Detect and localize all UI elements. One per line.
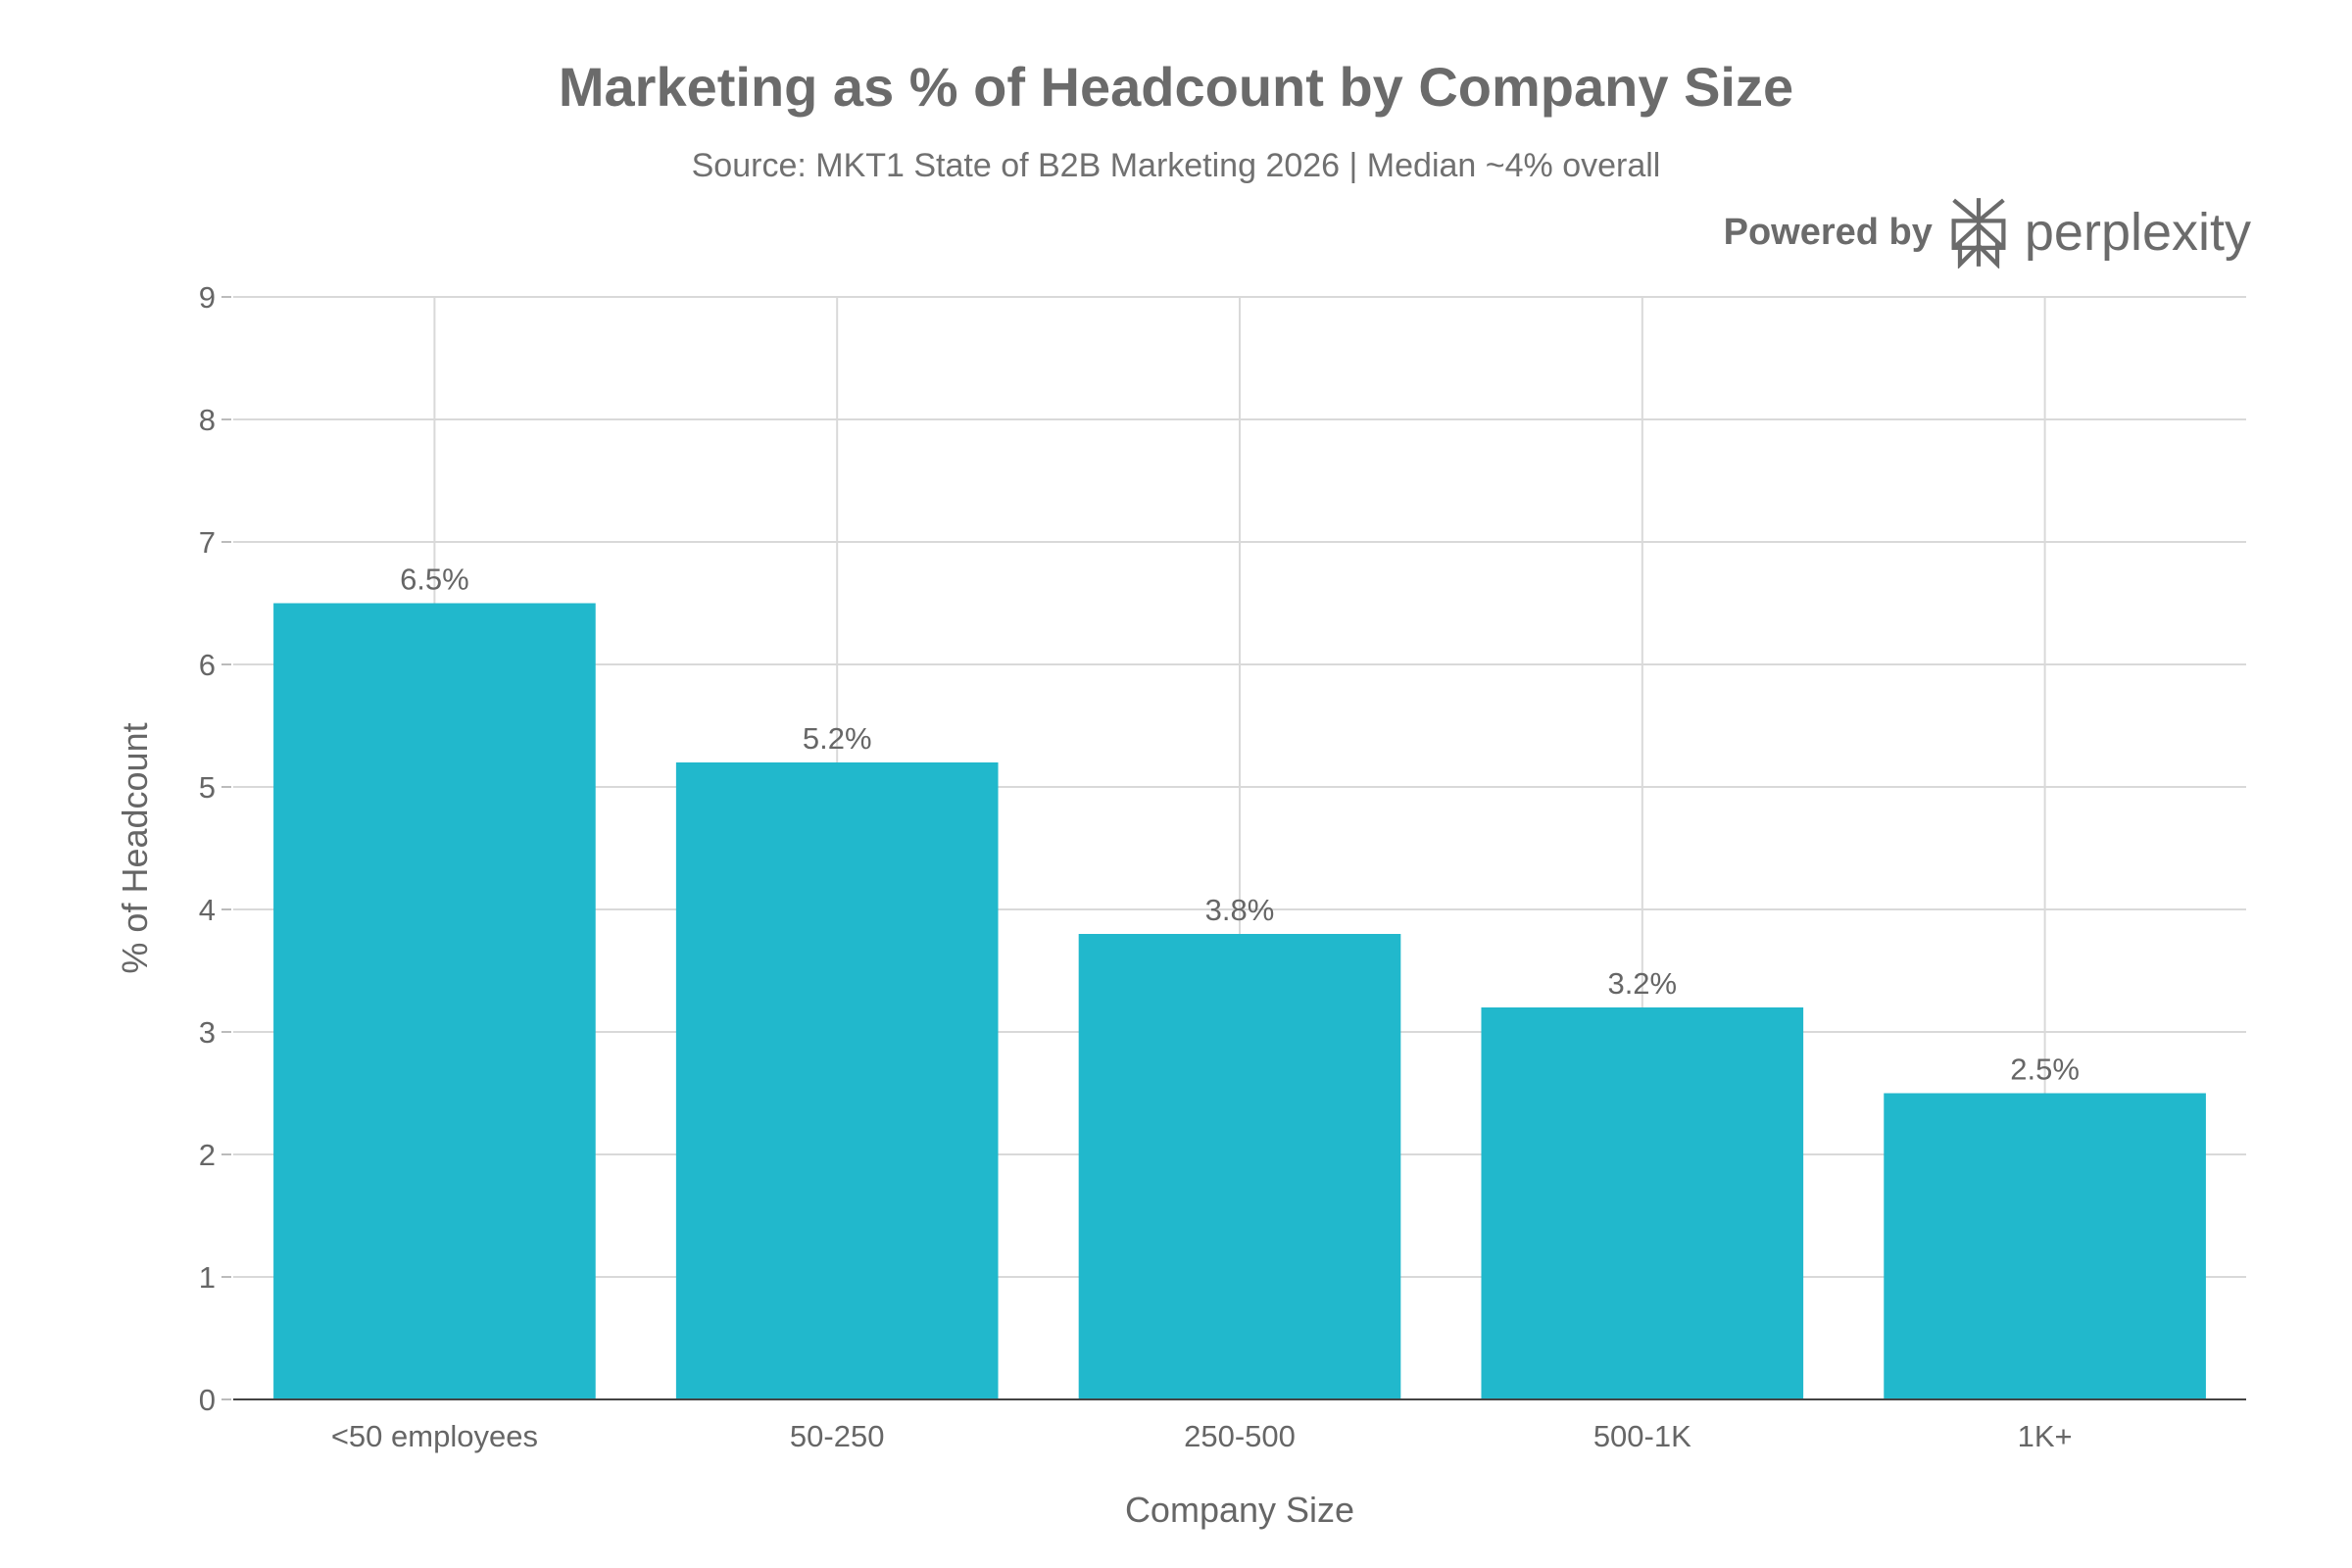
bar bbox=[273, 603, 596, 1399]
y-tick-label: 7 bbox=[199, 525, 216, 560]
x-tick-label: 500-1K bbox=[1593, 1419, 1691, 1453]
axes: 0 1 2 3 4 5 6 7 8 9 <50 employees 50-250 250-500 500-… bbox=[199, 280, 2246, 1453]
bar bbox=[1481, 1007, 1804, 1399]
y-tick-label: 4 bbox=[199, 893, 216, 927]
y-tick-label: 9 bbox=[199, 280, 216, 315]
bar bbox=[675, 762, 999, 1399]
x-axis-title: Company Size bbox=[1125, 1490, 1354, 1530]
data-label: 2.5% bbox=[2010, 1053, 2080, 1087]
data-label: 3.2% bbox=[1607, 966, 1677, 1001]
y-axis-title: % of Headcount bbox=[115, 722, 155, 973]
bar bbox=[1078, 934, 1401, 1399]
data-label: 6.5% bbox=[400, 563, 469, 597]
x-tick-label: 1K+ bbox=[2018, 1419, 2073, 1453]
x-tick-label: 250-500 bbox=[1184, 1419, 1296, 1453]
y-tick-label: 1 bbox=[199, 1260, 216, 1295]
y-tick-label: 5 bbox=[199, 770, 216, 805]
y-tick-label: 2 bbox=[199, 1138, 216, 1172]
powered-by-label: Powered by bbox=[1723, 211, 1933, 253]
y-tick-label: 6 bbox=[199, 648, 216, 682]
chart-subtitle: Source: MKT1 State of B2B Marketing 2026… bbox=[691, 147, 1661, 184]
bars: 6.5% 5.2% 3.8% 3.2% 2.5% bbox=[273, 563, 2206, 1399]
perplexity-logo-icon bbox=[1951, 198, 2006, 269]
powered-by-badge[interactable]: Powered by perplexity bbox=[1724, 196, 2251, 269]
y-tick-label: 8 bbox=[199, 403, 216, 437]
x-tick-label: 50-250 bbox=[790, 1419, 885, 1453]
data-label: 3.8% bbox=[1205, 893, 1275, 927]
bar bbox=[1884, 1093, 2206, 1399]
data-label: 5.2% bbox=[803, 721, 872, 756]
y-tick-label: 0 bbox=[199, 1383, 216, 1417]
x-tick-label: <50 employees bbox=[331, 1419, 538, 1453]
chart-title: Marketing as % of Headcount by Company S… bbox=[558, 56, 1794, 118]
perplexity-wordmark: perplexity bbox=[2024, 203, 2251, 262]
y-tick-label: 3 bbox=[199, 1015, 216, 1050]
